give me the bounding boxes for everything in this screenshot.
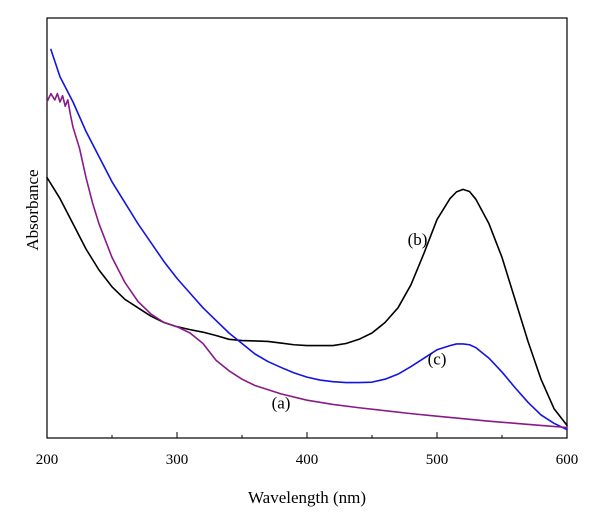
x-axis-tick-labels: 200 300 400 500 600: [36, 452, 579, 468]
x-tick-label: 400: [296, 452, 319, 468]
series-line-c: [50, 48, 568, 431]
x-axis-ticks: [46, 432, 568, 438]
annotation-layer: (b) (c) (a): [272, 230, 447, 413]
plot-frame: [46, 17, 568, 439]
x-axis-title: Wavelength (nm): [248, 488, 366, 507]
x-tick-label: 300: [166, 452, 189, 468]
x-tick-label: 200: [36, 452, 59, 468]
series-line-a: [46, 92, 568, 429]
series-layer: [46, 48, 568, 431]
curve-label-a: (a): [272, 394, 291, 413]
y-axis-title: Absorbance: [23, 169, 42, 250]
x-tick-label: 600: [556, 452, 579, 468]
curve-label-c: (c): [428, 350, 447, 369]
x-tick-label: 500: [426, 452, 449, 468]
series-line-b: [46, 176, 568, 427]
curve-label-b: (b): [408, 230, 428, 249]
